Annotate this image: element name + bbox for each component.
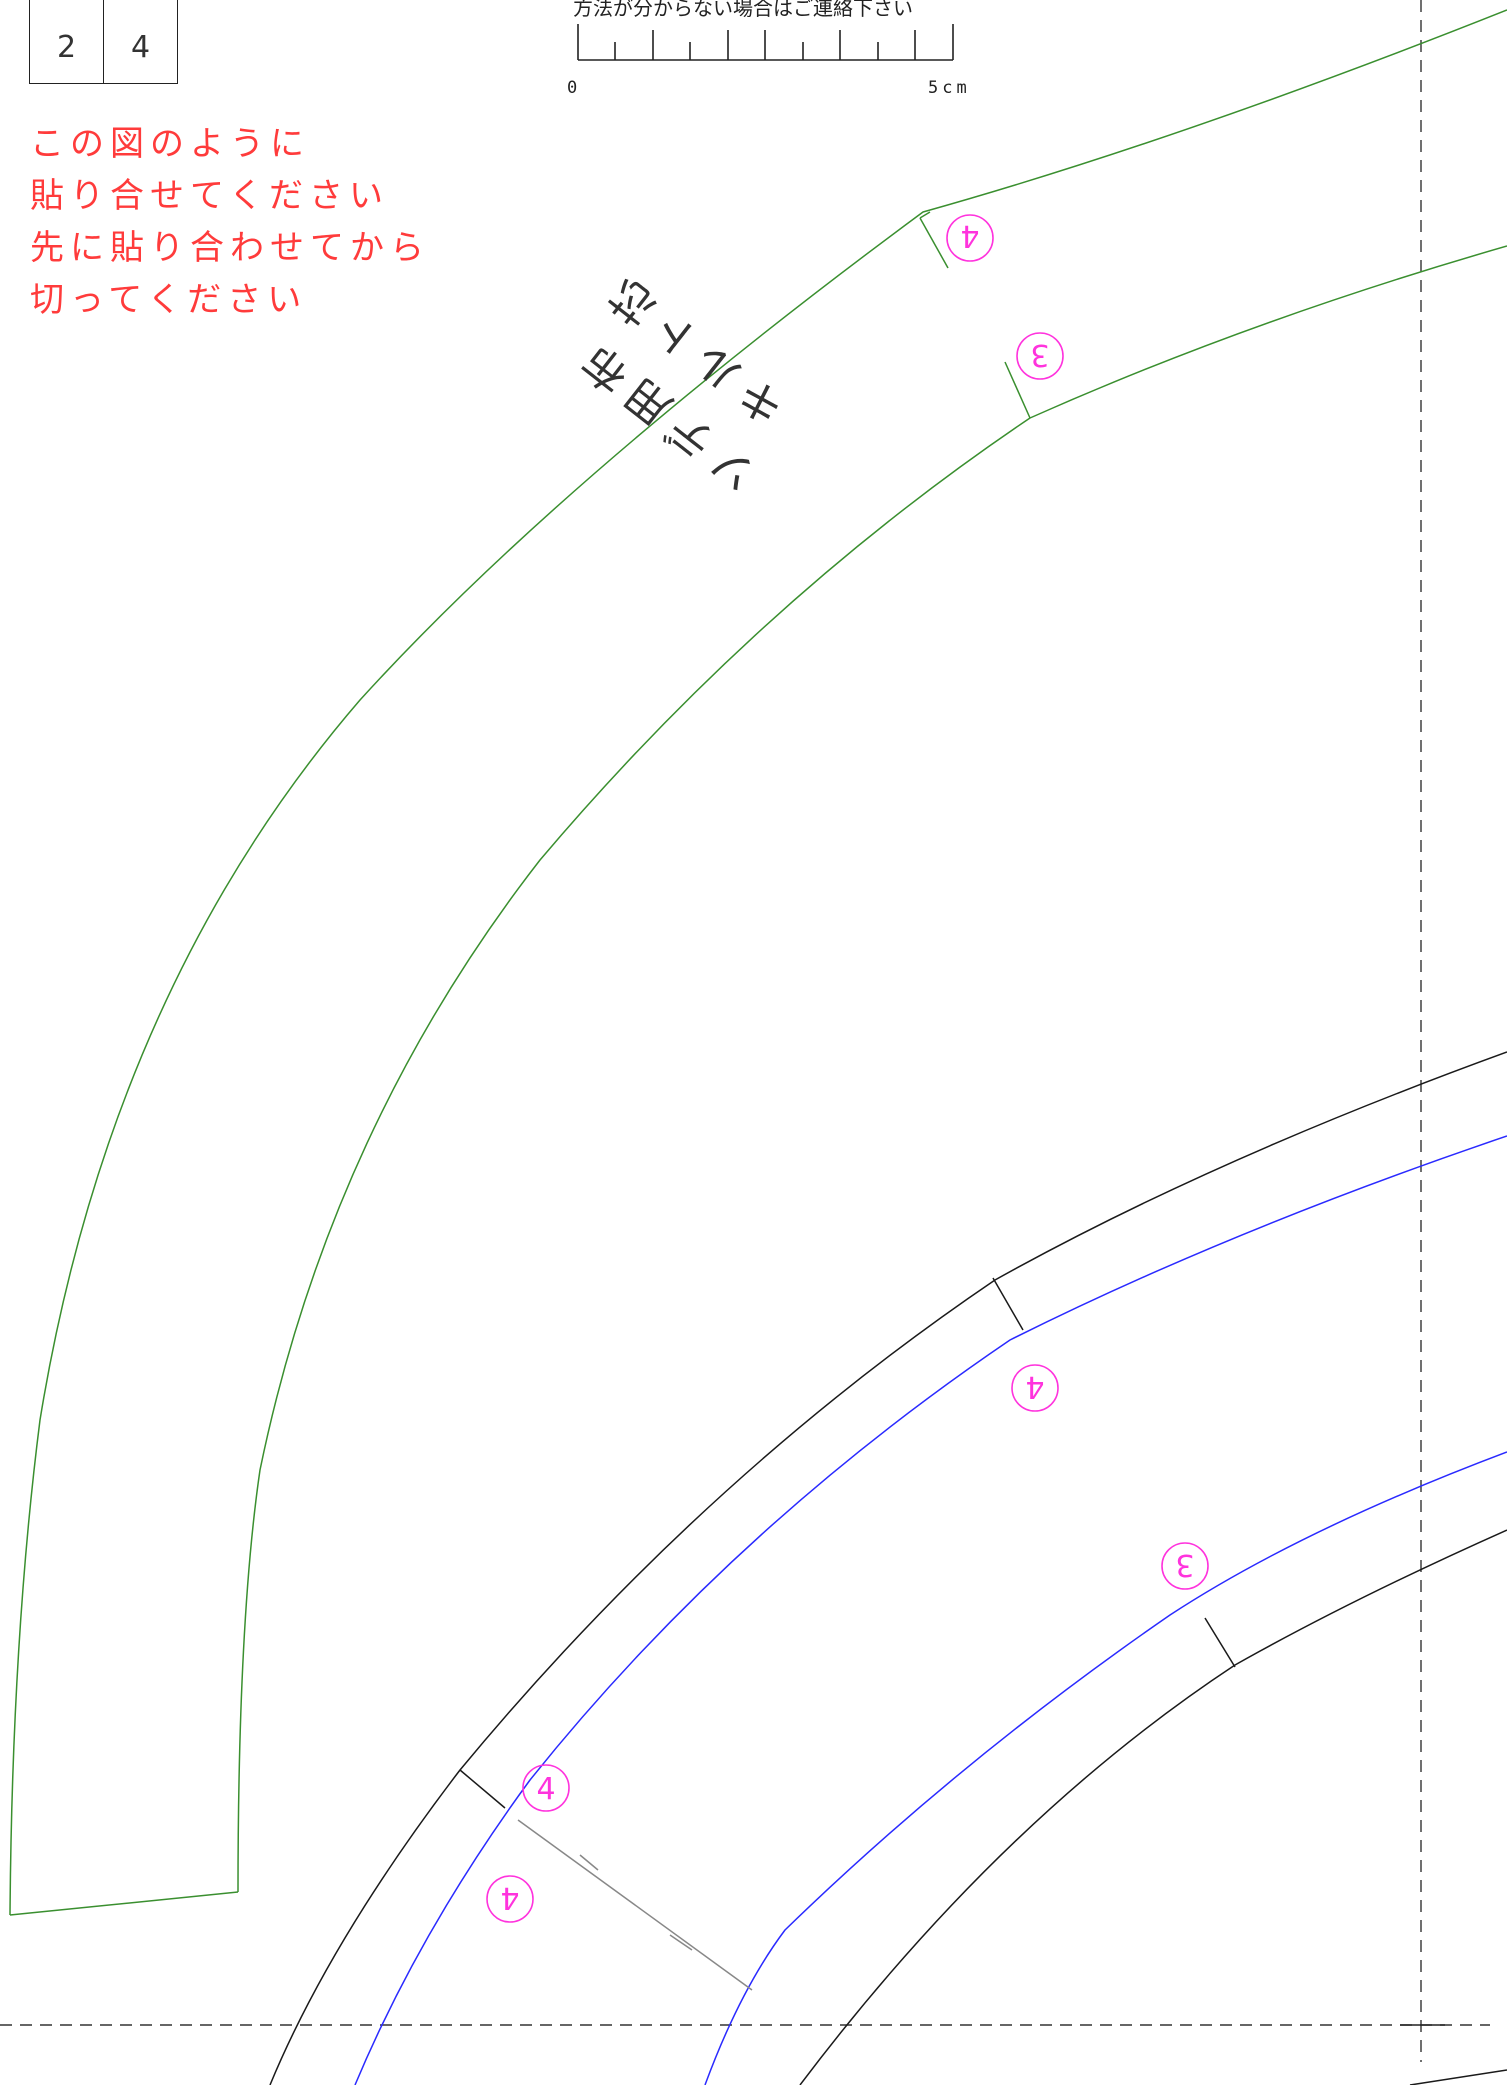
match-mark-bottom: 4 [486,1875,534,1923]
mark-label: 4 [1025,1369,1044,1404]
green-notch-upper [919,217,949,269]
match-mark-green-upper: 4 [946,214,994,262]
match-mark-green-lower: 3 [1016,332,1064,380]
match-mark-blue-upper: 4 [1011,1364,1059,1412]
black-pattern-piece [269,1051,1507,2085]
grain-line-arrow [517,1819,753,1991]
mark-label: 4 [960,218,979,253]
match-mark-black-notch: 4 [522,1764,570,1812]
black-notch-middle [1204,1617,1236,1668]
blue-pattern-line [354,1135,1507,2085]
page-grid: 2 4 [29,0,179,84]
blue-inner-curve [704,1451,1507,2085]
black-notch-lower [459,1769,506,1809]
mark-label: 4 [536,1772,555,1807]
black-inner-curve [799,1529,1507,2085]
page-number: 4 [130,30,151,65]
green-inner-curve [237,245,1507,1893]
pattern-label: ソデ用布 キルト芯 [565,261,794,502]
mark-label: 3 [1030,337,1049,372]
green-pattern-piece [9,9,1507,1916]
page-number: 2 [56,30,77,65]
instruction-line: この図のように [30,124,310,164]
match-mark-blue-lower: 3 [1161,1542,1209,1590]
mark-label: 4 [500,1880,519,1915]
instruction-line: 先に貼り合わせてから [30,228,430,268]
black-outer-curve [269,1051,1507,2085]
mark-label: 3 [1175,1547,1194,1582]
green-bottom-edge [9,1891,239,1916]
scale-start-label: 0 [567,78,582,98]
scale-ruler [577,24,954,61]
instructions: この図のように 貼り合せてください 先に貼り合わせてから 切ってください [30,118,430,326]
green-outer-curve [9,9,1507,1916]
page-grid-cell: 4 [103,0,178,84]
instruction-line: 貼り合せてください [30,176,389,216]
instruction-line: 切ってください [30,280,308,320]
black-notch-upper [992,1277,1024,1331]
scale-note: 方法が分からない場合はご連絡下さい [573,0,913,20]
green-notch-lower [1004,361,1031,419]
black-bottom-edge [1409,2069,1507,2085]
scale-end-label: 5cm [928,78,971,98]
blue-outer-curve [354,1135,1507,2085]
